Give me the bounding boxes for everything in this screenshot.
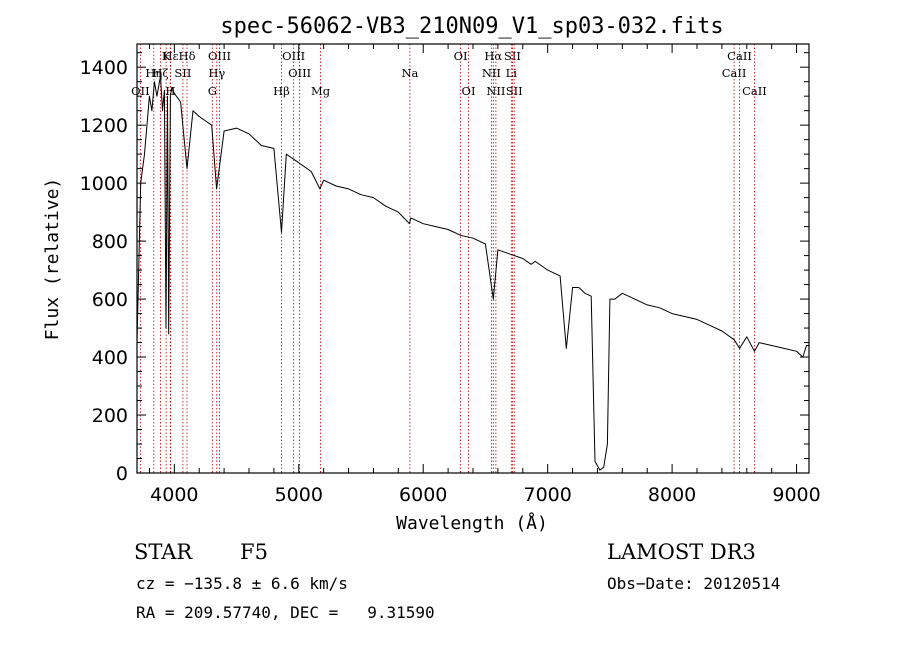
line-marker-label: SII bbox=[174, 66, 191, 80]
x-axis-label: Wavelength (Å) bbox=[396, 512, 548, 534]
y-tick-label: 0 bbox=[116, 463, 128, 485]
y-tick-label: 400 bbox=[92, 347, 128, 369]
line-marker-label: K bbox=[162, 49, 171, 63]
line-marker-label: OIII bbox=[288, 66, 311, 80]
x-tick-label: 6000 bbox=[399, 484, 447, 506]
y-tick-label: 1000 bbox=[80, 173, 128, 195]
line-marker-label: NII bbox=[486, 84, 505, 98]
line-marker-label: OIII bbox=[208, 49, 231, 63]
object-class: STAR bbox=[134, 540, 193, 564]
line-marker-label: Na bbox=[401, 66, 418, 80]
chart-title: spec-56062-VB3_210N09_V1_sp03-032.fits bbox=[220, 14, 723, 39]
line-marker-label: OII bbox=[131, 84, 150, 98]
y-tick-label: 800 bbox=[92, 231, 128, 253]
y-tick-label: 600 bbox=[92, 289, 128, 311]
line-marker-label: CaII bbox=[742, 84, 767, 98]
plot-frame bbox=[136, 43, 810, 474]
line-marker-label: CaII bbox=[722, 66, 747, 80]
line-marker-label: OI bbox=[462, 84, 476, 98]
object-subclass: F5 bbox=[240, 540, 268, 564]
line-marker-label: G bbox=[208, 84, 217, 98]
coordinates: RA = 209.57740, DEC = 9.31590 bbox=[136, 603, 435, 622]
line-marker-label: Hζ bbox=[152, 66, 168, 80]
x-tick-label: 5000 bbox=[275, 484, 323, 506]
spectrum-line bbox=[136, 75, 809, 471]
line-marker-label: Hγ bbox=[208, 66, 225, 80]
x-tick-label: 7000 bbox=[523, 484, 571, 506]
y-tick-label: 1400 bbox=[80, 57, 128, 79]
x-tick-label: 4000 bbox=[150, 484, 198, 506]
y-tick-label: 200 bbox=[92, 405, 128, 427]
x-tick-label: 8000 bbox=[648, 484, 696, 506]
line-marker-label: NII bbox=[482, 66, 501, 80]
line-marker-label: H bbox=[165, 84, 175, 98]
observation-date: Obs−Date: 20120514 bbox=[607, 574, 781, 593]
spectrum-series bbox=[136, 75, 809, 471]
line-marker-label: Hη bbox=[145, 66, 162, 80]
line-marker-label: Mg bbox=[311, 84, 331, 98]
line-marker-label: Hδ bbox=[179, 49, 196, 63]
line-marker-label: Hβ bbox=[273, 84, 290, 98]
survey-name: LAMOST DR3 bbox=[607, 540, 756, 564]
line-marker-label: SII bbox=[506, 84, 523, 98]
redshift-velocity: cz = −135.8 ± 6.6 km/s bbox=[136, 574, 348, 593]
y-tick-label: 1200 bbox=[80, 115, 128, 137]
x-axis: 4000 5000 6000 7000 8000 9000 bbox=[148, 44, 821, 506]
line-marker-label: Hα bbox=[484, 49, 502, 63]
line-marker-label: SII bbox=[504, 49, 521, 63]
y-axis-label: Flux (relative) bbox=[42, 178, 63, 341]
x-tick-label: 9000 bbox=[772, 484, 820, 506]
y-axis: 0 200 400 600 800 1000 1200 1400 bbox=[80, 52, 809, 485]
line-marker-label: OI bbox=[454, 49, 468, 63]
line-marker-label: OIII bbox=[282, 49, 305, 63]
line-marker-label: CaII bbox=[727, 49, 752, 63]
line-marker-label: Li bbox=[506, 66, 518, 80]
